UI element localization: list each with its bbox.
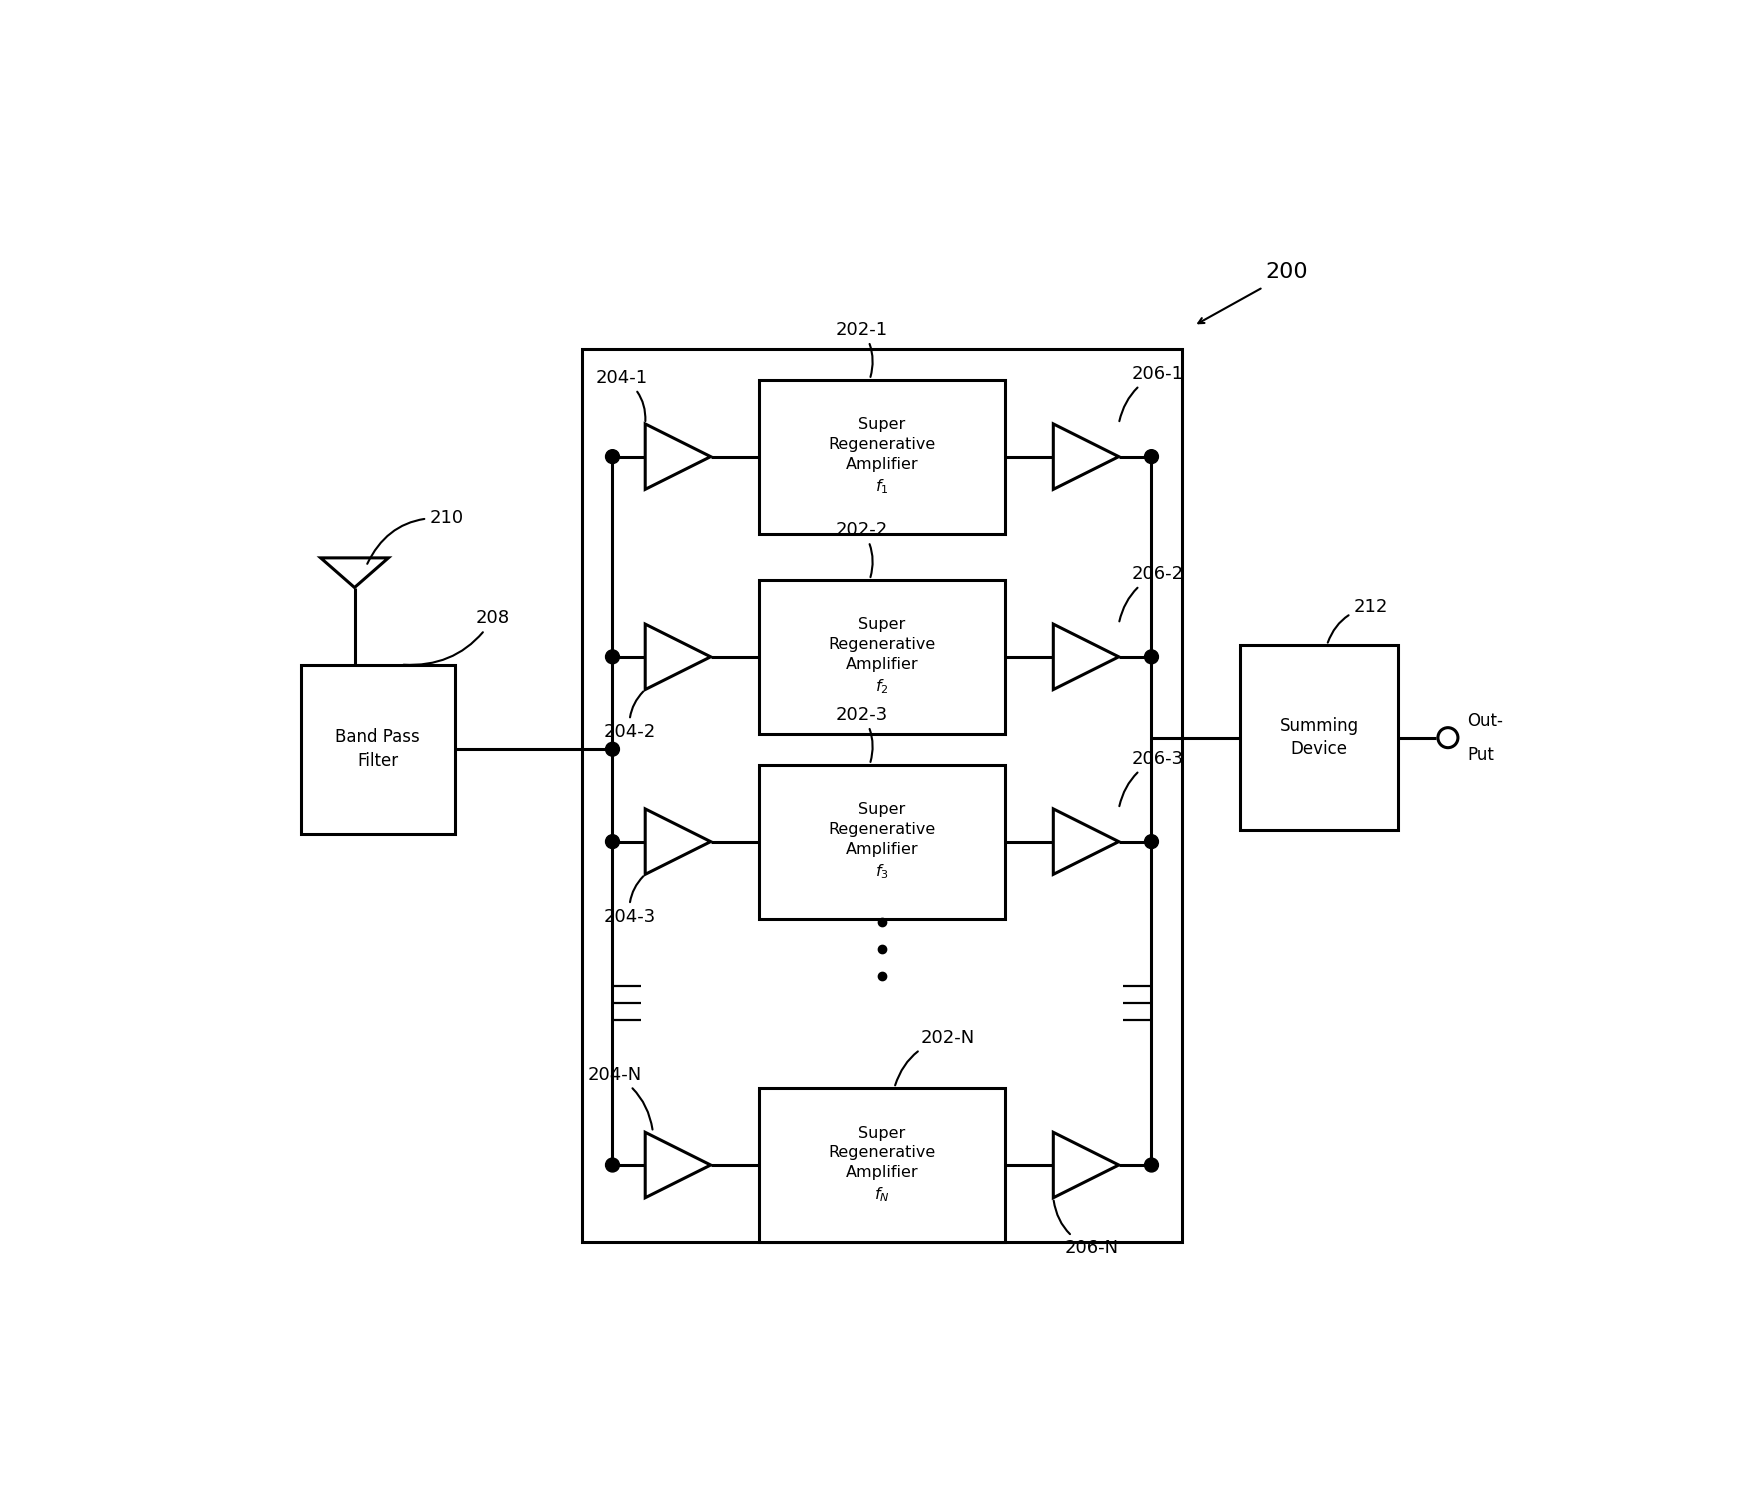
Bar bbox=[759, 380, 1005, 534]
Text: 206-3: 206-3 bbox=[1119, 749, 1184, 807]
Text: Band Pass
Filter: Band Pass Filter bbox=[335, 728, 419, 771]
Bar bbox=[1240, 645, 1398, 829]
Circle shape bbox=[605, 449, 619, 463]
Text: 208: 208 bbox=[403, 609, 510, 665]
Text: 202-N: 202-N bbox=[895, 1028, 975, 1086]
Circle shape bbox=[605, 742, 619, 756]
Text: Summing
Device: Summing Device bbox=[1279, 716, 1359, 759]
Circle shape bbox=[605, 835, 619, 849]
Text: 202-1: 202-1 bbox=[837, 321, 888, 377]
Text: 204-2: 204-2 bbox=[603, 692, 656, 740]
Polygon shape bbox=[645, 424, 710, 489]
Polygon shape bbox=[1054, 624, 1119, 689]
Circle shape bbox=[1145, 650, 1158, 664]
Text: 204-3: 204-3 bbox=[603, 876, 656, 926]
Polygon shape bbox=[1054, 424, 1119, 489]
Text: Super
Regenerative
Amplifier
$f_1$: Super Regenerative Amplifier $f_1$ bbox=[828, 418, 935, 496]
Text: Put: Put bbox=[1466, 745, 1494, 763]
Text: 202-3: 202-3 bbox=[837, 706, 888, 762]
Text: 210: 210 bbox=[367, 510, 465, 564]
Bar bbox=[300, 665, 454, 834]
Text: Super
Regenerative
Amplifier
$f_2$: Super Regenerative Amplifier $f_2$ bbox=[828, 617, 935, 697]
Polygon shape bbox=[1054, 1133, 1119, 1197]
Text: 206-N: 206-N bbox=[1054, 1200, 1119, 1256]
Bar bbox=[759, 765, 1005, 918]
Polygon shape bbox=[321, 558, 388, 588]
Text: 204-1: 204-1 bbox=[596, 368, 649, 421]
Text: 202-2: 202-2 bbox=[837, 520, 888, 578]
Circle shape bbox=[1145, 835, 1158, 849]
Polygon shape bbox=[645, 1133, 710, 1197]
Circle shape bbox=[1145, 1158, 1158, 1172]
Circle shape bbox=[1145, 449, 1158, 463]
Bar bbox=[759, 1087, 1005, 1243]
Bar bbox=[582, 348, 1182, 1243]
Text: 212: 212 bbox=[1328, 597, 1387, 642]
Polygon shape bbox=[1054, 808, 1119, 875]
Circle shape bbox=[605, 1158, 619, 1172]
Bar bbox=[759, 579, 1005, 734]
Text: Out-: Out- bbox=[1466, 712, 1503, 730]
Text: Super
Regenerative
Amplifier
$f_3$: Super Regenerative Amplifier $f_3$ bbox=[828, 802, 935, 881]
Polygon shape bbox=[645, 808, 710, 875]
Polygon shape bbox=[645, 624, 710, 689]
Text: 206-2: 206-2 bbox=[1119, 566, 1184, 621]
Text: Super
Regenerative
Amplifier
$f_N$: Super Regenerative Amplifier $f_N$ bbox=[828, 1125, 935, 1205]
Text: 206-1: 206-1 bbox=[1119, 365, 1184, 421]
Text: 204-N: 204-N bbox=[588, 1066, 652, 1129]
Circle shape bbox=[605, 650, 619, 664]
Text: 200: 200 bbox=[1265, 262, 1307, 282]
